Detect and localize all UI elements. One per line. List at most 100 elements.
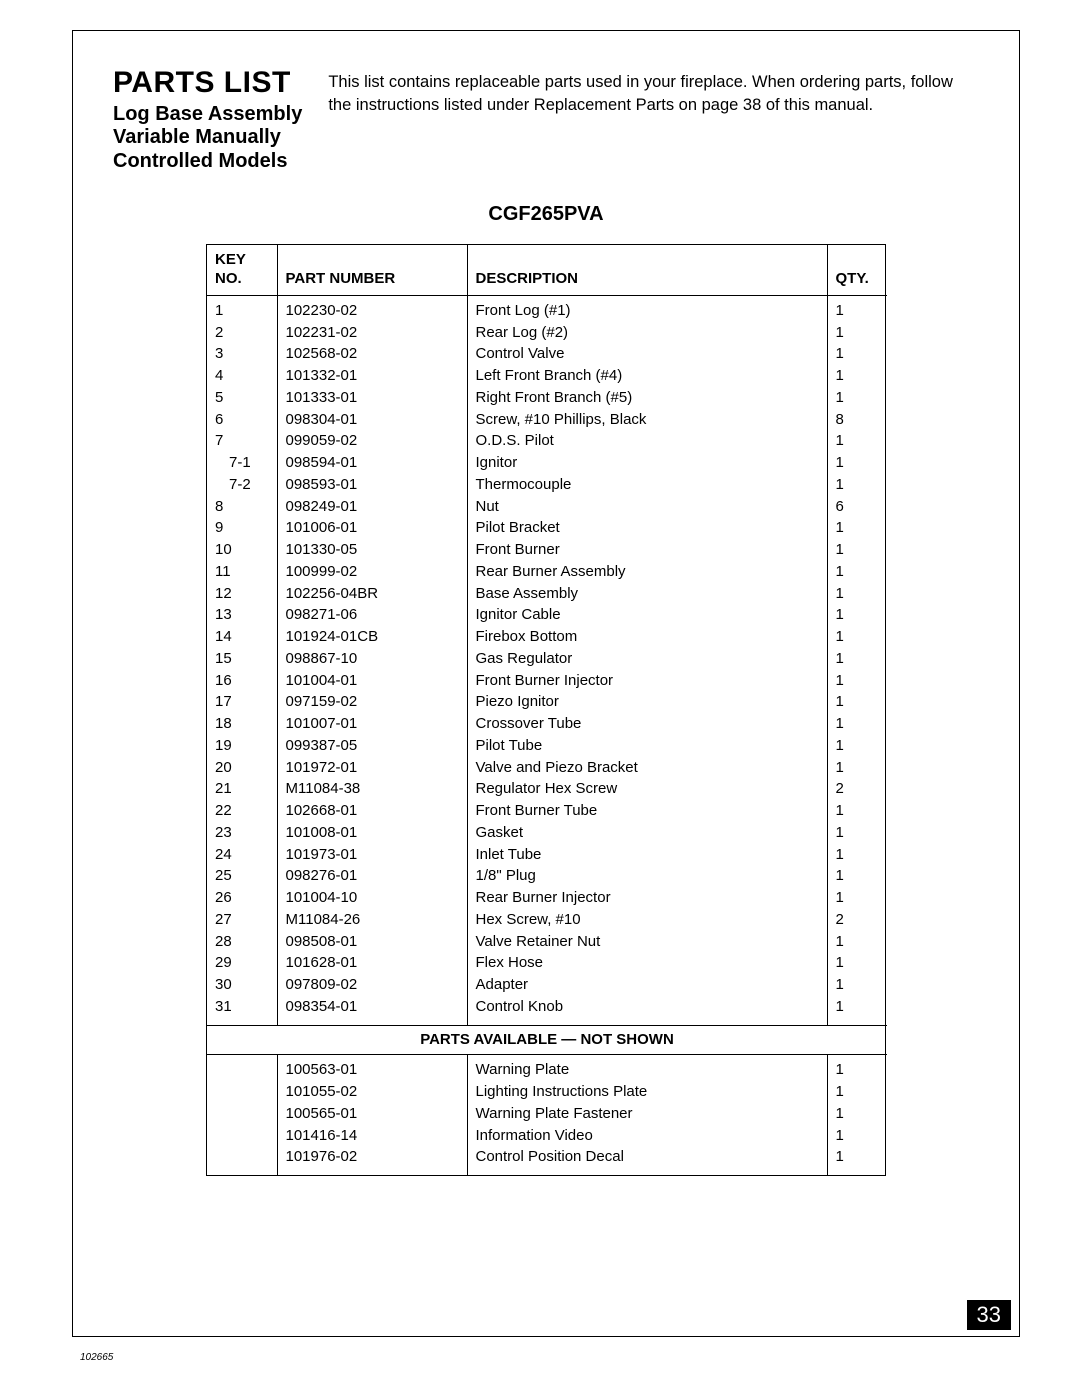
cell-qty: 1 (827, 561, 887, 583)
cell-qty: 8 (827, 409, 887, 431)
parts-table: KEY NO. PART NUMBER DESCRIPTION QTY. (207, 245, 887, 1175)
cell-key: 31 (207, 996, 277, 1025)
cell-part-number: 102256-04BR (277, 583, 467, 605)
cell-description: Firebox Bottom (467, 627, 827, 649)
table-body-extra: 100563-01Warning Plate1101055-02Lighting… (207, 1055, 887, 1175)
cell-part-number: 097159-02 (277, 692, 467, 714)
table-row: 15098867-10Gas Regulator1 (207, 648, 887, 670)
cell-description: Thermocouple (467, 474, 827, 496)
cell-qty: 1 (827, 866, 887, 888)
model-heading: CGF265PVA (113, 203, 979, 226)
cell-part-number: 102568-02 (277, 344, 467, 366)
cell-description: Gas Regulator (467, 648, 827, 670)
table-row: 12102256-04BRBase Assembly1 (207, 583, 887, 605)
cell-key: 7-1 (207, 453, 277, 475)
cell-qty: 1 (827, 344, 887, 366)
cell-part-number: M11084-38 (277, 779, 467, 801)
cell-key: 14 (207, 627, 277, 649)
cell-qty: 1 (827, 1103, 887, 1125)
content-frame: PARTS LIST Log Base Assembly Variable Ma… (72, 30, 1020, 1337)
cell-qty: 1 (827, 844, 887, 866)
cell-part-number: 098354-01 (277, 996, 467, 1025)
cell-part-number: 101976-02 (277, 1147, 467, 1175)
cell-description: Base Assembly (467, 583, 827, 605)
table-row: 27M11084-26Hex Screw, #102 (207, 909, 887, 931)
table-row: 13098271-06Ignitor Cable1 (207, 605, 887, 627)
table-row: 26101004-10Rear Burner Injector1 (207, 888, 887, 910)
cell-qty: 1 (827, 714, 887, 736)
cell-description: Lighting Instructions Plate (467, 1082, 827, 1104)
table-row: 29101628-01Flex Hose1 (207, 953, 887, 975)
cell-description: 1/8" Plug (467, 866, 827, 888)
cell-qty: 2 (827, 779, 887, 801)
cell-key (207, 1103, 277, 1125)
header: PARTS LIST Log Base Assembly Variable Ma… (113, 67, 979, 173)
cell-key: 12 (207, 583, 277, 605)
cell-key: 28 (207, 931, 277, 953)
cell-qty: 2 (827, 909, 887, 931)
cell-description: Warning Plate (467, 1055, 827, 1082)
cell-qty: 1 (827, 953, 887, 975)
cell-key (207, 1125, 277, 1147)
cell-key: 15 (207, 648, 277, 670)
subtitle-line-2: Variable Manually (113, 126, 281, 148)
cell-part-number: 101332-01 (277, 366, 467, 388)
cell-qty: 1 (827, 295, 887, 322)
cell-key: 4 (207, 366, 277, 388)
cell-description: Pilot Tube (467, 735, 827, 757)
cell-part-number: 101628-01 (277, 953, 467, 975)
cell-qty: 1 (827, 757, 887, 779)
cell-qty: 1 (827, 540, 887, 562)
cell-qty: 1 (827, 1147, 887, 1175)
cell-key: 2 (207, 322, 277, 344)
cell-key: 29 (207, 953, 277, 975)
cell-part-number: 102231-02 (277, 322, 467, 344)
cell-part-number: 098508-01 (277, 931, 467, 953)
cell-description: Ignitor Cable (467, 605, 827, 627)
cell-part-number: 097809-02 (277, 975, 467, 997)
table-row: 16101004-01Front Burner Injector1 (207, 670, 887, 692)
cell-qty: 1 (827, 1125, 887, 1147)
section-label: PARTS AVAILABLE — NOT SHOWN (207, 1025, 887, 1055)
cell-qty: 1 (827, 1082, 887, 1104)
cell-key: 13 (207, 605, 277, 627)
table-body-main: 1102230-02Front Log (#1)12102231-02Rear … (207, 295, 887, 1025)
table-head: KEY NO. PART NUMBER DESCRIPTION QTY. (207, 245, 887, 295)
cell-qty: 1 (827, 366, 887, 388)
table-row: 19099387-05Pilot Tube1 (207, 735, 887, 757)
cell-qty: 1 (827, 931, 887, 953)
table-row: 6098304-01Screw, #10 Phillips, Black8 (207, 409, 887, 431)
table-section-divider: PARTS AVAILABLE — NOT SHOWN (207, 1025, 887, 1055)
cell-key: 24 (207, 844, 277, 866)
cell-part-number: 100999-02 (277, 561, 467, 583)
cell-description: Gasket (467, 822, 827, 844)
cell-description: Regulator Hex Screw (467, 779, 827, 801)
cell-description: Nut (467, 496, 827, 518)
cell-description: Screw, #10 Phillips, Black (467, 409, 827, 431)
col-desc-header: DESCRIPTION (467, 245, 827, 295)
cell-part-number: 100563-01 (277, 1055, 467, 1082)
table-row: 18101007-01Crossover Tube1 (207, 714, 887, 736)
cell-qty: 1 (827, 822, 887, 844)
cell-description: Front Burner Injector (467, 670, 827, 692)
cell-description: O.D.S. Pilot (467, 431, 827, 453)
subtitle-line-1: Log Base Assembly (113, 103, 302, 125)
cell-key: 8 (207, 496, 277, 518)
document-id: 102665 (80, 1352, 113, 1363)
cell-description: Valve Retainer Nut (467, 931, 827, 953)
intro-text: This list contains replaceable parts use… (328, 67, 979, 117)
cell-description: Piezo Ignitor (467, 692, 827, 714)
table-row: 10101330-05Front Burner1 (207, 540, 887, 562)
cell-part-number: 101330-05 (277, 540, 467, 562)
cell-qty: 1 (827, 387, 887, 409)
cell-key: 10 (207, 540, 277, 562)
cell-description: Pilot Bracket (467, 518, 827, 540)
table-row: 7099059-02O.D.S. Pilot1 (207, 431, 887, 453)
cell-part-number: 099387-05 (277, 735, 467, 757)
cell-description: Valve and Piezo Bracket (467, 757, 827, 779)
cell-qty: 1 (827, 888, 887, 910)
col-key-line2: NO. (215, 270, 242, 287)
cell-key (207, 1082, 277, 1104)
table-row: 17097159-02Piezo Ignitor1 (207, 692, 887, 714)
cell-key: 21 (207, 779, 277, 801)
